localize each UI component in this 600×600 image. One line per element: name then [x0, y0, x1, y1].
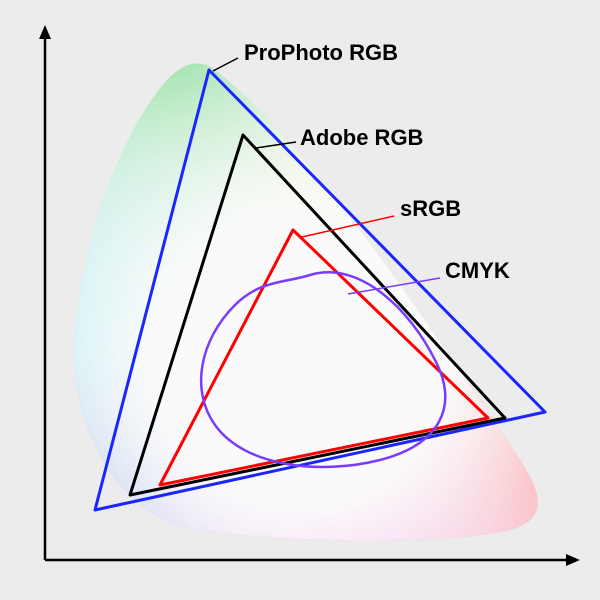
chromaticity-diagram: ProPhoto RGB Adobe RGB sRGB CMYK	[0, 0, 600, 600]
label-cmyk: CMYK	[445, 258, 510, 283]
label-adobe: Adobe RGB	[300, 125, 423, 150]
label-srgb: sRGB	[400, 196, 461, 221]
label-prophoto: ProPhoto RGB	[244, 40, 398, 65]
